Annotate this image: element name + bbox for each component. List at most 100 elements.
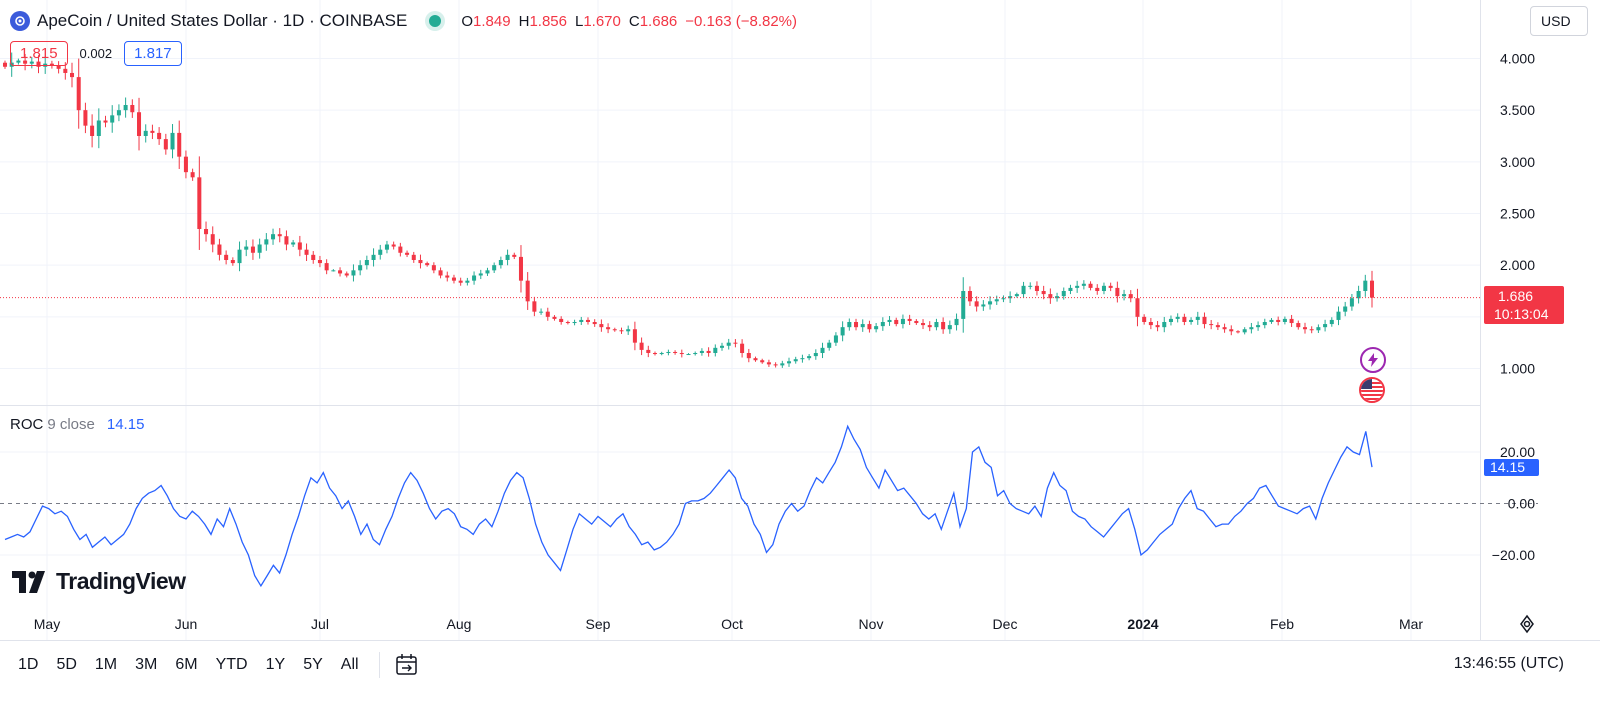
range-all[interactable]: All	[340, 656, 359, 673]
us-flag-icon[interactable]	[1359, 377, 1385, 403]
candle	[304, 243, 309, 261]
candle-body	[1229, 329, 1234, 332]
candle-body	[257, 244, 262, 253]
candle	[217, 238, 222, 261]
candle-body	[277, 234, 282, 237]
candle-body	[1202, 316, 1207, 325]
candle-body	[103, 120, 108, 123]
candle	[244, 240, 249, 257]
utc-clock[interactable]: 13:46:55 (UTC)	[1453, 655, 1564, 672]
candle	[498, 256, 503, 269]
roc-params: 9 close	[47, 416, 95, 433]
candle-body	[1048, 294, 1053, 299]
settings-icon[interactable]	[1517, 614, 1537, 634]
candle	[230, 257, 235, 266]
roc-value: 14.15	[106, 416, 145, 433]
candle	[170, 124, 175, 159]
candle	[599, 319, 604, 332]
candle-body	[894, 319, 899, 325]
candle-body	[1323, 324, 1328, 328]
range-1d[interactable]: 1D	[18, 656, 39, 673]
candle	[1108, 282, 1113, 292]
candle-body	[204, 229, 209, 235]
tradingview-logo[interactable]: TradingView	[12, 568, 186, 595]
range-5d[interactable]: 5D	[56, 656, 77, 673]
candle-body	[632, 329, 637, 343]
range-6m[interactable]: 6M	[175, 656, 198, 673]
candle-body	[626, 329, 631, 332]
candle-body	[780, 363, 785, 366]
candle	[820, 342, 825, 359]
candle	[766, 359, 771, 367]
candle	[1189, 317, 1194, 325]
candle	[921, 319, 926, 330]
candle-body	[1302, 327, 1308, 330]
candle-body	[1182, 316, 1187, 322]
candle	[726, 338, 731, 350]
candle	[1028, 282, 1033, 290]
candle-body	[384, 244, 389, 250]
range-ytd[interactable]: YTD	[215, 656, 248, 673]
range-1y[interactable]: 1Y	[265, 656, 286, 673]
candle-body	[914, 320, 919, 324]
candle	[673, 350, 678, 355]
roc-legend[interactable]: ROC 9 close 14.15	[10, 416, 144, 433]
candle	[411, 251, 416, 263]
range-5y[interactable]: 5Y	[303, 656, 323, 673]
price-tick-label: 4.000	[1500, 51, 1535, 67]
candle-body	[418, 260, 423, 264]
candle-body	[1088, 283, 1093, 288]
candle	[1222, 323, 1227, 333]
bid-button[interactable]: 1.815	[10, 41, 68, 66]
candle	[572, 319, 577, 326]
candle	[787, 357, 792, 367]
calendar-range-icon[interactable]	[394, 653, 420, 677]
candle	[659, 351, 664, 356]
candle	[1041, 285, 1046, 300]
candle-body	[652, 353, 658, 355]
candle-body	[753, 358, 758, 361]
candle-body	[230, 260, 235, 264]
candle	[1343, 301, 1348, 317]
ohlc-high: H1.856	[518, 12, 567, 30]
candle-body	[572, 322, 577, 324]
time-tick-label: Dec	[993, 616, 1018, 632]
candle-body	[820, 347, 825, 353]
candle-body	[143, 130, 148, 136]
candle-body	[1256, 325, 1261, 328]
candle-body	[398, 246, 403, 253]
ask-button[interactable]: 1.817	[124, 41, 182, 66]
price-tick-label: 2.000	[1500, 257, 1535, 273]
candle	[632, 321, 637, 351]
candle	[626, 325, 631, 335]
candle	[324, 259, 329, 275]
candle-body	[1008, 296, 1013, 299]
candle-body	[331, 270, 336, 272]
candle	[840, 321, 845, 342]
range-3m[interactable]: 3M	[135, 656, 158, 673]
candle	[1323, 319, 1328, 332]
candle-body	[190, 172, 195, 178]
candle	[458, 277, 463, 286]
currency-select[interactable]: USD	[1530, 6, 1588, 36]
candle	[740, 339, 745, 358]
lightning-icon[interactable]	[1360, 347, 1386, 373]
candle	[1182, 313, 1187, 326]
candle	[1316, 324, 1321, 334]
candle-body	[813, 353, 818, 357]
candle	[619, 327, 624, 334]
candle-body	[458, 280, 463, 283]
candle	[465, 277, 470, 286]
range-1m[interactable]: 1M	[94, 656, 118, 673]
symbol-legend[interactable]: ApeCoin / United States Dollar · 1D · CO…	[10, 9, 797, 33]
price-tick-label: 3.500	[1500, 102, 1535, 118]
candle	[1155, 321, 1160, 332]
candle	[1142, 314, 1147, 325]
candle-body	[518, 256, 523, 281]
price-tick-label: 3.000	[1500, 154, 1535, 170]
candle-body	[311, 254, 316, 260]
candle-body	[1276, 319, 1281, 322]
candle	[364, 255, 369, 270]
symbol-title[interactable]: ApeCoin / United States Dollar · 1D · CO…	[37, 11, 408, 30]
